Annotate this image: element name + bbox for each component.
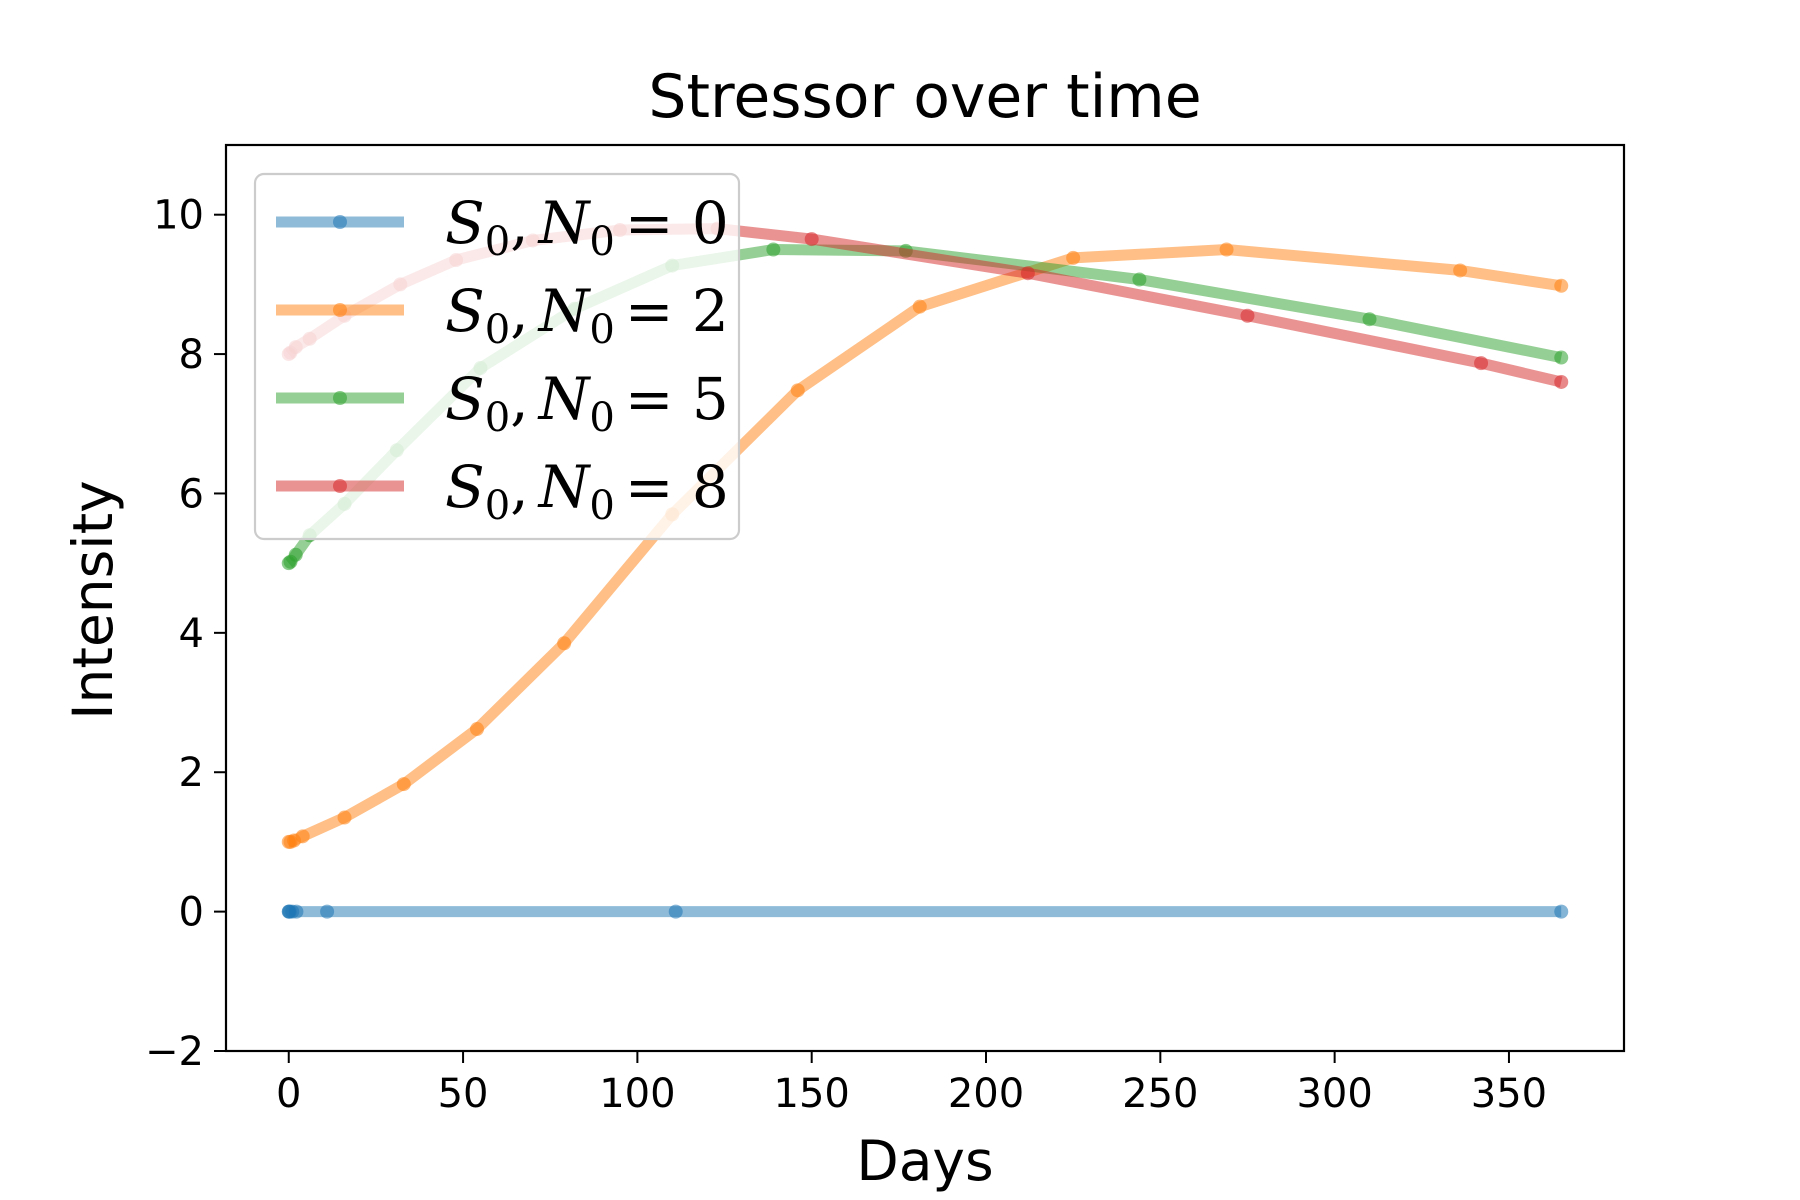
axis-ticks: 0 50 100 150 200 250 300 350 −2 0 2 4 6 8 10 — [145, 193, 1547, 1117]
data-point — [1474, 356, 1489, 371]
y-tick-label: 6 — [179, 471, 204, 517]
legend-label-N: N — [537, 189, 592, 257]
y-axis-title: Intensity — [61, 480, 125, 719]
legend-entry-3: S0, N0 = 8 — [276, 453, 729, 529]
legend-swatch-marker — [333, 303, 347, 317]
data-point — [804, 232, 819, 247]
data-point — [295, 829, 310, 844]
legend-label-N: N — [537, 365, 592, 433]
x-axis-title: Days — [856, 1129, 993, 1193]
data-point — [396, 777, 411, 792]
x-tick-label: 200 — [948, 1071, 1024, 1117]
legend-entry-1: S0, N0 = 2 — [276, 277, 729, 353]
legend-label-comma: , — [510, 277, 528, 345]
legend-swatch-marker — [333, 391, 347, 405]
legend-label-n-sub: 0 — [589, 395, 614, 441]
legend-label-n-sub: 0 — [589, 483, 614, 529]
x-tick-label: 250 — [1122, 1071, 1198, 1117]
legend-label-s-sub: 0 — [485, 307, 510, 353]
y-tick-label: 2 — [179, 750, 204, 796]
legend-label-s-sub: 0 — [485, 483, 510, 529]
legend-label-comma: , — [510, 365, 528, 433]
data-point — [1554, 374, 1569, 389]
x-tick-label: 50 — [438, 1071, 489, 1117]
plot-area-frame — [224, 143, 1626, 1053]
legend-label-eq: = 5 — [625, 365, 729, 433]
legend-label-N: N — [537, 453, 592, 521]
y-tick-label: −2 — [145, 1029, 204, 1075]
data-point — [1240, 308, 1255, 323]
legend-label-comma: , — [510, 453, 528, 521]
y-tick-label: 8 — [179, 332, 204, 378]
legend-swatch-marker — [333, 215, 347, 229]
data-point — [1219, 242, 1234, 257]
data-point — [289, 904, 304, 919]
legend-label-S: S — [445, 189, 485, 257]
data-point — [1132, 272, 1147, 287]
x-tick-label: 300 — [1296, 1071, 1372, 1117]
x-tick-label: 100 — [599, 1071, 675, 1117]
legend-label: S0, N0 = 0 — [445, 189, 729, 265]
data-point — [668, 904, 683, 919]
data-point — [470, 722, 485, 737]
legend-label-S: S — [445, 277, 485, 345]
legend-label-eq: = 0 — [625, 189, 729, 257]
legend-label: S0, N0 = 8 — [445, 453, 729, 529]
legend-label-s-sub: 0 — [485, 219, 510, 265]
y-tick-label: 0 — [179, 890, 204, 936]
data-point — [766, 242, 781, 257]
legend-label-s-sub: 0 — [485, 395, 510, 441]
x-tick-label: 150 — [774, 1071, 850, 1117]
data-point — [1066, 250, 1081, 265]
series-1 — [281, 242, 1569, 849]
data-point — [1554, 278, 1569, 293]
legend: S0, N0 = 0S0, N0 = 2S0, N0 = 5S0, N0 = 8 — [253, 172, 741, 541]
data-point — [1554, 350, 1569, 365]
data-point — [1020, 266, 1035, 281]
y-tick-label: 4 — [179, 611, 204, 657]
legend-label-S: S — [445, 453, 485, 521]
data-point — [1362, 312, 1377, 327]
data-point — [912, 299, 927, 314]
data-point — [288, 547, 303, 562]
chart-title: Stressor over time — [648, 62, 1201, 132]
x-tick-label: 350 — [1471, 1071, 1547, 1117]
legend-label: S0, N0 = 5 — [445, 365, 729, 441]
legend-label-S: S — [445, 365, 485, 433]
legend-label-eq: = 2 — [625, 277, 729, 345]
legend-box — [253, 172, 741, 541]
legend-label: S0, N0 = 2 — [445, 277, 729, 353]
legend-label-n-sub: 0 — [589, 307, 614, 353]
legend-label-eq: = 8 — [625, 453, 729, 521]
data-point — [790, 383, 805, 398]
y-tick-label: 10 — [153, 193, 204, 239]
legend-entry-2: S0, N0 = 5 — [276, 365, 729, 441]
x-tick-label: 0 — [276, 1071, 301, 1117]
data-point — [320, 904, 335, 919]
legend-label-n-sub: 0 — [589, 219, 614, 265]
data-point — [1453, 263, 1468, 278]
data-point — [1554, 904, 1569, 919]
legend-entry-0: S0, N0 = 0 — [276, 189, 729, 265]
legend-swatch-marker — [333, 479, 347, 493]
series-0 — [281, 904, 1569, 919]
data-point — [557, 636, 572, 651]
legend-label-comma: , — [510, 189, 528, 257]
legend-label-N: N — [537, 277, 592, 345]
data-point — [337, 810, 352, 825]
